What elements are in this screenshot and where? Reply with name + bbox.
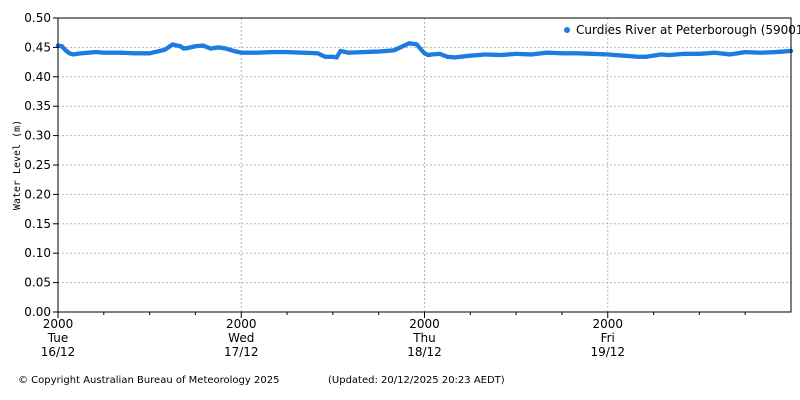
x-tick-label: 16/12 xyxy=(41,345,76,359)
legend: Curdies River at Peterborough (590014) xyxy=(564,23,800,37)
y-axis-title: Water Level (m) xyxy=(12,120,23,210)
copyright-text: © Copyright Australian Bureau of Meteoro… xyxy=(18,375,279,386)
y-tick-label: 0.35 xyxy=(24,99,51,113)
x-tick-label: Tue xyxy=(47,331,69,345)
y-tick-label: 0.30 xyxy=(24,129,51,143)
plot-frame xyxy=(57,17,792,313)
x-tick-label: Thu xyxy=(412,331,436,345)
axis-layer: 0.00 0.05 0.10 0.15 0.20 0.25 0.30 0.35 0.40 0.45… xyxy=(24,11,792,359)
x-tick-label: 2000 xyxy=(592,317,623,331)
series-layer xyxy=(55,41,794,60)
y-tick-label: 0.25 xyxy=(24,158,51,172)
x-tick-label: 17/12 xyxy=(224,345,259,359)
x-tick-label: 2000 xyxy=(226,317,257,331)
legend-label: Curdies River at Peterborough (590014) xyxy=(576,23,800,37)
updated-text: (Updated: 20/12/2025 20:23 AEDT) xyxy=(328,375,505,386)
x-tick-label: 19/12 xyxy=(590,345,625,359)
y-tick-label: 0.05 xyxy=(24,276,51,290)
y-tick-label: 0.20 xyxy=(24,187,51,201)
x-tick-label: 2000 xyxy=(409,317,440,331)
y-tick-label: 0.40 xyxy=(24,70,51,84)
x-tick-label: 2000 xyxy=(43,317,74,331)
y-tick-label: 0.10 xyxy=(24,246,51,260)
grid-layer xyxy=(58,18,791,312)
legend-marker xyxy=(564,27,570,33)
x-tick-label: 18/12 xyxy=(407,345,442,359)
y-tick-label: 0.00 xyxy=(24,305,51,319)
y-tick-label: 0.50 xyxy=(24,11,51,25)
y-tick-label: 0.15 xyxy=(24,217,51,231)
x-tick-label: Fri xyxy=(601,331,615,345)
y-tick-label: 0.45 xyxy=(24,40,51,54)
x-tick-label: Wed xyxy=(228,331,254,345)
